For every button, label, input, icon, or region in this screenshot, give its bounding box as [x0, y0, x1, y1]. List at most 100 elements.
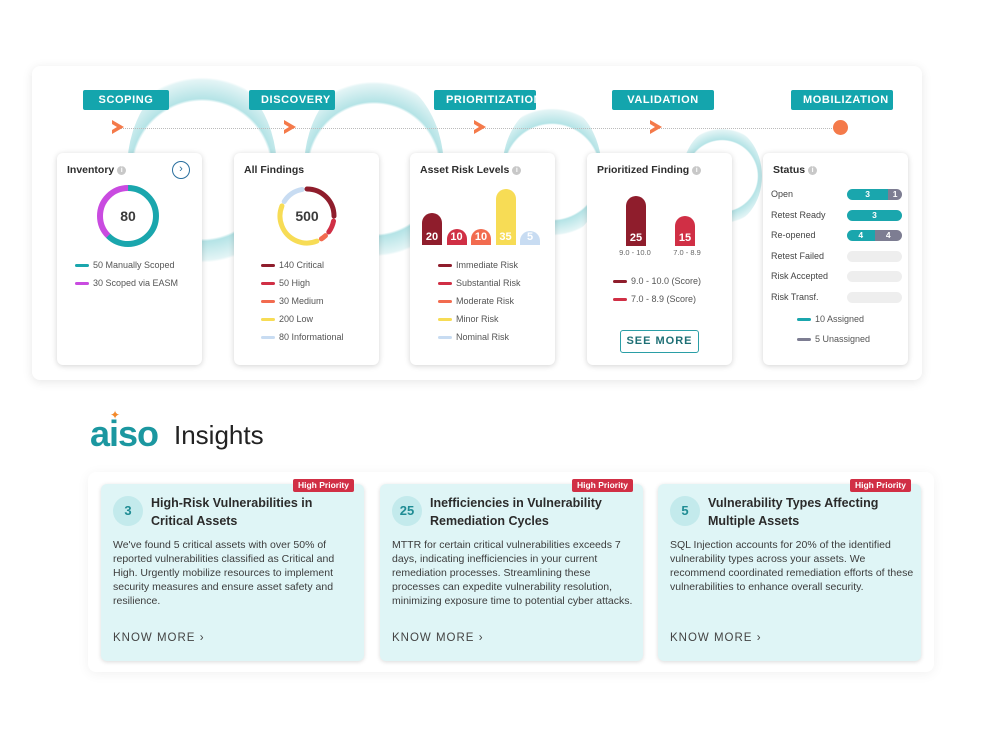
info-icon[interactable]: i: [512, 166, 522, 175]
status-bar: [847, 271, 902, 282]
legend-item: 200 Low: [234, 313, 379, 331]
legend-item: Moderate Risk: [410, 295, 555, 313]
chevron-right-icon: ›: [478, 632, 484, 644]
donut-segment: [277, 186, 337, 246]
legend-item: 10 Assigned: [763, 313, 908, 333]
bar-value: 10: [450, 231, 463, 243]
legend-label: 30 Medium: [279, 296, 324, 306]
unassigned-segment: 4: [874, 230, 902, 241]
status-label: Retest Ready: [771, 209, 826, 220]
findings-donut: [277, 186, 337, 246]
donut-segment: [277, 186, 337, 246]
stage-scoping[interactable]: SCOPING: [83, 90, 169, 110]
legend-label: 30 Scoped via EASM: [93, 278, 179, 288]
legend-swatch: [438, 264, 452, 267]
status-label: Open: [771, 189, 794, 199]
assigned-segment: 3: [847, 189, 889, 200]
insight-card: High Priority 5 Vulnerability Types Affe…: [658, 479, 921, 661]
arrow-icon: [284, 120, 296, 134]
status-row: Open 3 1: [771, 188, 902, 202]
inventory-card: Inventory i › 80 50 Manually Scoped 30 Sc…: [57, 153, 202, 365]
know-more-link[interactable]: KNOW MORE ›: [670, 632, 762, 644]
bar-value: 10: [474, 231, 488, 243]
legend-swatch: [797, 338, 811, 341]
risk-legend: Immediate Risk Substantial Risk Moderate…: [410, 259, 555, 349]
status-card: Status i Open 3 1 Retest Ready 3 Re-opened 4 4 Re…: [763, 153, 908, 365]
legend-label: 50 High: [279, 278, 311, 288]
arrow-icon: [474, 120, 486, 134]
priority-badge: High Priority: [571, 479, 633, 492]
legend-label: Nominal Risk: [456, 332, 510, 342]
chevron-right-icon: ›: [199, 632, 205, 644]
inventory-donut: [97, 185, 159, 247]
know-more-link[interactable]: KNOW MORE ›: [113, 632, 205, 644]
legend-swatch: [438, 318, 452, 321]
insight-body: MTTR for certain critical vulnerabilitie…: [392, 539, 633, 607]
stage-mobilization[interactable]: MOBILIZATION: [791, 90, 893, 110]
chevron-right-icon[interactable]: ›: [172, 161, 190, 179]
insight-body: SQL Injection accounts for 20% of the id…: [670, 539, 914, 593]
legend-item: 7.0 - 8.9 (Score): [587, 293, 732, 311]
bar-caption: 9.0 - 10.0: [619, 248, 651, 257]
risk-bar: 10: [471, 229, 491, 245]
donut-segment: [277, 186, 337, 246]
legend-item: 80 Informational: [234, 331, 379, 349]
legend-swatch: [75, 282, 89, 285]
legend-item: Immediate Risk: [410, 259, 555, 277]
chevron-right-icon: ›: [756, 632, 762, 644]
legend-item: 5 Unassigned: [763, 333, 908, 353]
prioritized-legend: 9.0 - 10.0 (Score) 7.0 - 8.9 (Score): [587, 275, 732, 311]
status-row: Retest Ready 3: [771, 209, 902, 223]
info-icon[interactable]: i: [692, 166, 702, 175]
bar-value: 25: [629, 232, 643, 244]
aiso-logo: aiso: [90, 413, 159, 454]
insight-body: We've found 5 critical assets with over …: [113, 539, 335, 607]
stage-prioritization[interactable]: PRIORITIZATION: [434, 90, 542, 110]
legend-item: 140 Critical: [234, 259, 379, 277]
assigned-segment: 3: [847, 209, 902, 221]
stage-discovery[interactable]: DISCOVERY: [249, 90, 335, 110]
know-more-link[interactable]: KNOW MORE ›: [392, 632, 484, 644]
see-more-button[interactable]: SEE MORE: [620, 330, 699, 353]
prioritized-bar: 25: [626, 196, 646, 246]
donut-segment: [277, 186, 337, 246]
legend-swatch: [613, 298, 627, 301]
info-icon[interactable]: i: [117, 166, 127, 175]
legend-label: 10 Assigned: [815, 314, 865, 324]
legend-item: Substantial Risk: [410, 277, 555, 295]
status-legend: 10 Assigned 5 Unassigned: [763, 313, 908, 353]
legend-item: 30 Medium: [234, 295, 379, 313]
info-icon[interactable]: i: [808, 166, 818, 175]
card-title: Asset Risk Levels i: [420, 164, 522, 176]
insight-card: High Priority 3 High-Risk Vulnerabilitie…: [101, 479, 364, 661]
status-row: Re-opened 4 4: [771, 229, 902, 243]
insight-count: 25: [392, 496, 422, 526]
status-bar: [847, 291, 902, 303]
all-findings-card: All Findings 500 140 Critical 50 High 30…: [234, 153, 379, 365]
legend-swatch: [261, 282, 275, 285]
insight-title: Vulnerability Types Affecting Multiple A…: [708, 496, 879, 528]
legend-swatch: [613, 280, 627, 283]
assigned-segment: 4: [847, 230, 875, 241]
legend-swatch: [438, 282, 452, 285]
legend-label: 140 Critical: [279, 260, 325, 270]
risk-bar-chart: 20 10 10 35 5: [422, 183, 547, 245]
risk-bar: 5: [520, 231, 540, 245]
legend-label: Substantial Risk: [456, 278, 521, 288]
unassigned-segment: 1: [888, 189, 902, 200]
bar-value: 35: [499, 231, 512, 243]
prioritized-bar-chart: 25 15: [607, 191, 717, 246]
findings-legend: 140 Critical 50 High 30 Medium 200 Low 8…: [234, 259, 379, 349]
workflow-panel: SCOPING DISCOVERY PRIORITIZATION VALIDAT…: [32, 66, 922, 380]
stage-validation[interactable]: VALIDATION: [612, 90, 714, 110]
risk-bar: 35: [495, 189, 516, 245]
priority-badge: High Priority: [292, 479, 354, 492]
prioritized-finding-card: Prioritized Finding i 25 15 9.0 - 10.0 7.0…: [587, 153, 732, 365]
legend-label: 9.0 - 10.0 (Score): [631, 276, 702, 286]
status-row: Retest Failed: [771, 250, 902, 264]
arrow-icon: [650, 120, 662, 134]
legend-swatch: [261, 318, 275, 321]
legend-label: Minor Risk: [456, 314, 499, 324]
